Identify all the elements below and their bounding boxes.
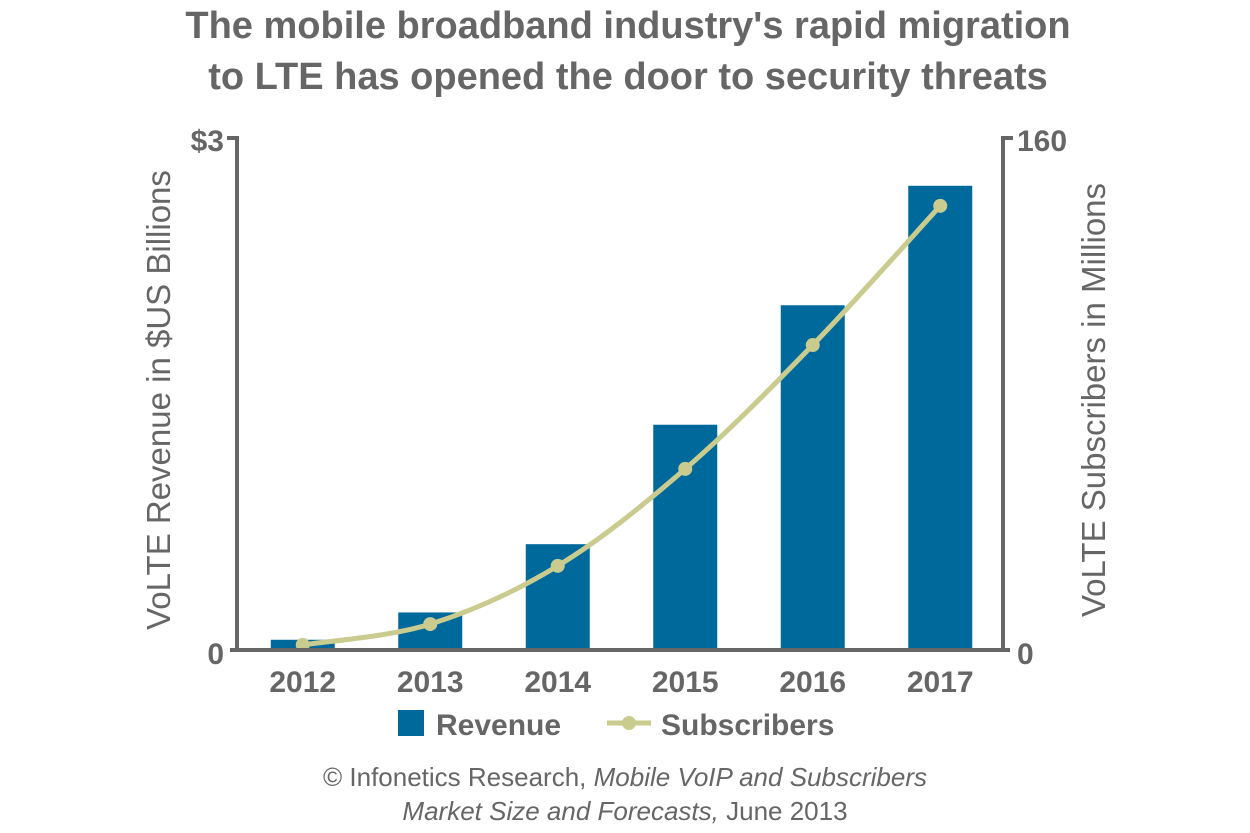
source-line-1: © Infonetics Research, Mobile VoIP and S… <box>323 762 927 792</box>
x-tick-2012: 2012 <box>269 666 336 699</box>
left-tick-max: $3 <box>191 125 224 158</box>
x-tick-2014: 2014 <box>524 666 591 699</box>
source-line-2: Market Size and Forecasts, June 2013 <box>402 796 847 826</box>
left-axis-label: VoLTE Revenue in $US Billions <box>140 170 177 630</box>
revenue-bar-2016 <box>780 305 845 650</box>
right-tick-max: 160 <box>1017 125 1067 158</box>
x-tick-2013: 2013 <box>397 666 464 699</box>
legend-revenue-label: Revenue <box>436 709 561 742</box>
x-tick-2015: 2015 <box>652 666 719 699</box>
subscribers-point-2017 <box>933 198 948 213</box>
legend-revenue-swatch <box>398 710 424 736</box>
left-tick-zero: 0 <box>207 638 224 671</box>
legend-subscribers-label: Subscribers <box>661 709 834 742</box>
subscribers-point-2013 <box>423 617 438 632</box>
revenue-bar-2015 <box>653 424 718 650</box>
x-tick-2017: 2017 <box>907 666 974 699</box>
right-axis-label: VoLTE Subscribers in Millions <box>1075 183 1112 617</box>
subscribers-point-2014 <box>550 558 565 573</box>
right-tick-zero: 0 <box>1017 638 1034 671</box>
subscribers-point-2016 <box>805 338 820 353</box>
chart-title-line-2: to LTE has opened the door to security t… <box>208 56 1048 98</box>
subscribers-point-2015 <box>678 461 693 476</box>
legend-subscribers-marker <box>622 716 636 730</box>
chart-title-line-1: The mobile broadband industry's rapid mi… <box>185 5 1070 47</box>
revenue-bar-2017 <box>908 185 973 650</box>
x-tick-2016: 2016 <box>779 666 846 699</box>
